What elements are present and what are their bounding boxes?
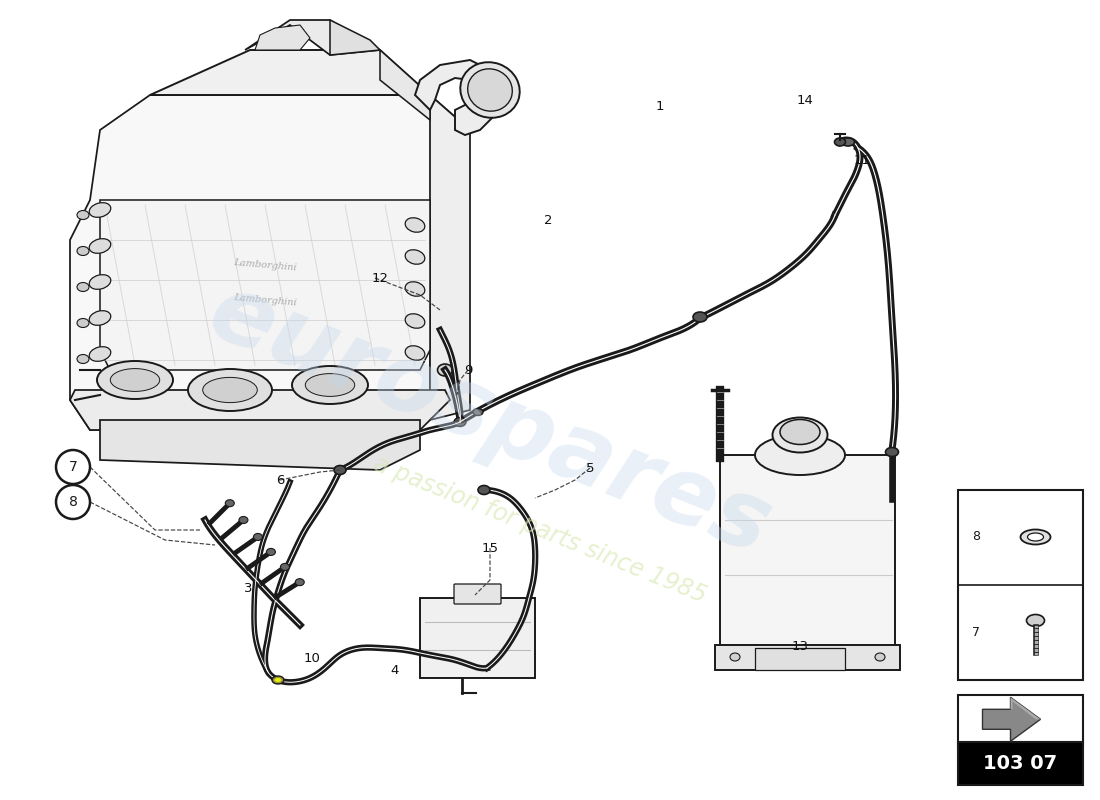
Polygon shape: [330, 20, 380, 55]
Text: 7: 7: [68, 460, 77, 474]
Ellipse shape: [97, 361, 173, 399]
Ellipse shape: [306, 374, 354, 396]
Polygon shape: [982, 698, 1041, 742]
Ellipse shape: [693, 312, 707, 322]
Ellipse shape: [77, 210, 89, 219]
Text: 4: 4: [390, 663, 399, 677]
Ellipse shape: [274, 678, 282, 682]
Ellipse shape: [468, 69, 513, 111]
Ellipse shape: [405, 282, 425, 296]
Polygon shape: [379, 50, 430, 120]
Text: 6: 6: [276, 474, 284, 486]
Ellipse shape: [253, 534, 263, 541]
Ellipse shape: [438, 364, 452, 376]
Ellipse shape: [202, 378, 257, 402]
Ellipse shape: [77, 246, 89, 255]
Ellipse shape: [473, 409, 483, 415]
Ellipse shape: [1021, 530, 1050, 545]
Text: 7: 7: [972, 626, 980, 639]
Ellipse shape: [405, 250, 425, 264]
Polygon shape: [255, 25, 310, 50]
Polygon shape: [430, 95, 470, 420]
Text: 8: 8: [68, 495, 77, 509]
Text: 3: 3: [244, 582, 252, 594]
FancyBboxPatch shape: [715, 645, 900, 670]
Ellipse shape: [280, 563, 289, 570]
FancyBboxPatch shape: [720, 455, 895, 650]
Polygon shape: [70, 95, 470, 430]
Text: 2: 2: [543, 214, 552, 226]
Text: 12: 12: [372, 271, 388, 285]
Ellipse shape: [874, 653, 886, 661]
Text: a passion for parts since 1985: a passion for parts since 1985: [370, 452, 710, 608]
Ellipse shape: [89, 310, 111, 326]
Ellipse shape: [755, 435, 845, 475]
Polygon shape: [982, 698, 1041, 719]
Text: 15: 15: [482, 542, 498, 554]
Text: 5: 5: [585, 462, 594, 474]
Polygon shape: [100, 420, 420, 470]
Ellipse shape: [77, 354, 89, 363]
Polygon shape: [150, 50, 430, 95]
Polygon shape: [415, 60, 500, 135]
Text: 10: 10: [304, 651, 320, 665]
Polygon shape: [70, 390, 450, 430]
Text: 1: 1: [656, 101, 664, 114]
Ellipse shape: [1027, 533, 1044, 541]
Text: 9: 9: [464, 363, 472, 377]
Text: 8: 8: [972, 530, 980, 543]
Ellipse shape: [1026, 614, 1045, 626]
Ellipse shape: [266, 549, 275, 555]
Ellipse shape: [405, 346, 425, 360]
Ellipse shape: [730, 653, 740, 661]
Ellipse shape: [478, 486, 490, 494]
Ellipse shape: [110, 369, 160, 391]
Polygon shape: [245, 20, 380, 55]
Ellipse shape: [886, 447, 899, 457]
FancyBboxPatch shape: [454, 584, 500, 604]
Text: eurospares: eurospares: [196, 266, 784, 574]
Ellipse shape: [89, 238, 111, 254]
FancyBboxPatch shape: [755, 648, 845, 670]
Polygon shape: [100, 200, 430, 370]
Text: 13: 13: [792, 641, 808, 654]
Ellipse shape: [188, 369, 272, 411]
Ellipse shape: [835, 138, 846, 146]
FancyBboxPatch shape: [958, 742, 1084, 785]
Ellipse shape: [89, 202, 111, 218]
FancyBboxPatch shape: [958, 490, 1084, 680]
Text: Lamborghini: Lamborghini: [233, 293, 297, 307]
Text: 11: 11: [854, 154, 870, 166]
Text: Lamborghini: Lamborghini: [233, 258, 297, 272]
Ellipse shape: [772, 418, 827, 453]
Text: 103 07: 103 07: [983, 754, 1057, 773]
Ellipse shape: [454, 418, 466, 426]
Ellipse shape: [77, 282, 89, 291]
Ellipse shape: [272, 676, 284, 684]
Ellipse shape: [292, 366, 368, 404]
FancyBboxPatch shape: [958, 695, 1084, 745]
Ellipse shape: [780, 419, 820, 445]
Ellipse shape: [405, 218, 425, 232]
Ellipse shape: [842, 138, 855, 146]
Ellipse shape: [295, 578, 305, 586]
Ellipse shape: [89, 346, 111, 362]
Ellipse shape: [239, 517, 248, 523]
Ellipse shape: [334, 466, 346, 474]
Ellipse shape: [77, 318, 89, 327]
Ellipse shape: [89, 274, 111, 290]
FancyBboxPatch shape: [420, 598, 535, 678]
Ellipse shape: [405, 314, 425, 328]
Ellipse shape: [226, 500, 234, 506]
Text: 14: 14: [796, 94, 813, 106]
Ellipse shape: [460, 62, 519, 118]
